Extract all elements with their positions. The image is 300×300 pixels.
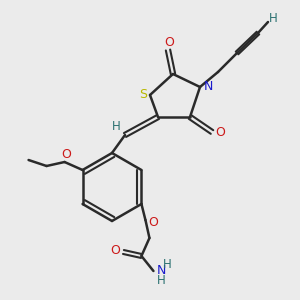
Text: N: N bbox=[203, 80, 213, 92]
Text: H: H bbox=[268, 11, 278, 25]
Text: O: O bbox=[148, 215, 158, 229]
Text: S: S bbox=[139, 88, 147, 100]
Text: O: O bbox=[61, 148, 71, 160]
Text: O: O bbox=[215, 125, 225, 139]
Text: H: H bbox=[157, 274, 166, 287]
Text: O: O bbox=[164, 35, 174, 49]
Text: O: O bbox=[110, 244, 120, 256]
Text: N: N bbox=[157, 265, 166, 278]
Text: H: H bbox=[112, 119, 120, 133]
Text: H: H bbox=[163, 259, 172, 272]
